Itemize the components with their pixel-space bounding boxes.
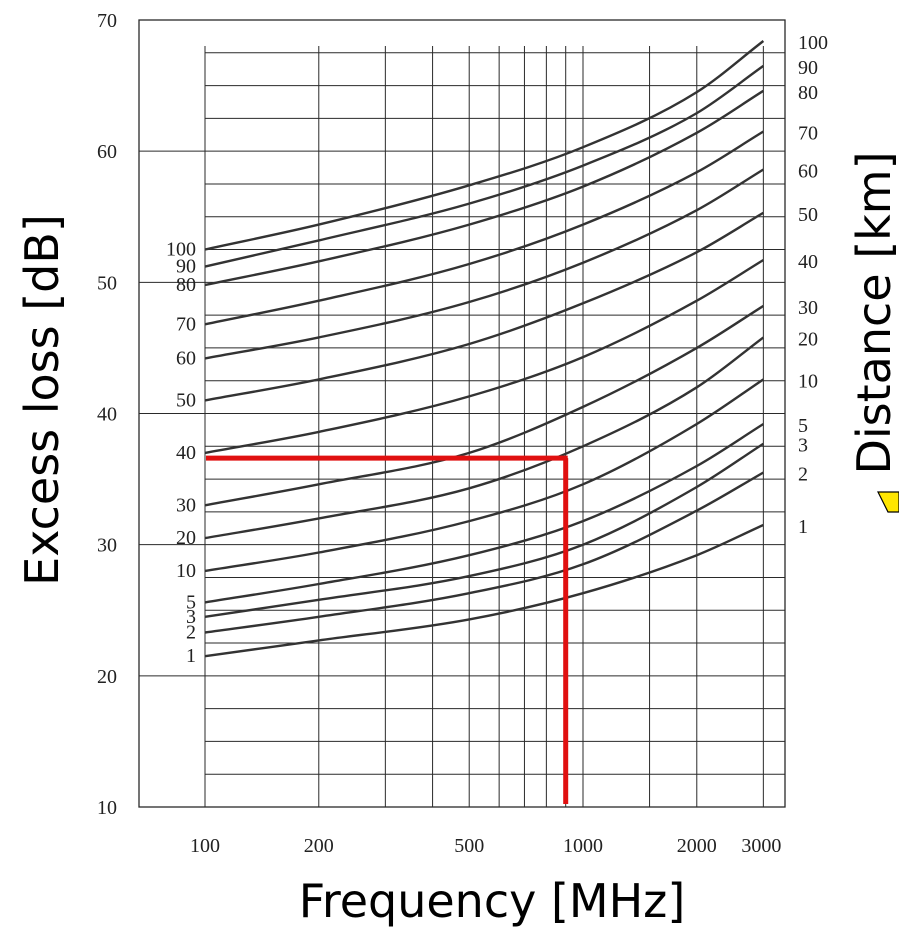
- curves: [204, 40, 765, 658]
- x-tick-label: 500: [454, 835, 484, 857]
- right-curve-label: 70: [798, 122, 818, 144]
- curve-70-km: [204, 130, 765, 326]
- left-curve-label: 2: [186, 622, 196, 644]
- curve-1-km: [204, 523, 764, 658]
- left-curve-label: 30: [176, 494, 196, 516]
- x-axis-label: Frequency [MHz]: [299, 874, 686, 927]
- marker: [206, 455, 569, 804]
- curve-40-km: [204, 258, 765, 455]
- curve-5-km: [204, 422, 765, 604]
- left-curve-label: 5: [186, 591, 196, 613]
- left-curve-label: 70: [176, 313, 196, 335]
- left-curve-label: 10: [176, 560, 196, 582]
- right-curve-label: 60: [798, 161, 818, 183]
- curve-60-km: [204, 168, 765, 360]
- left-curve-label: 40: [176, 442, 196, 464]
- right-curve-label: 10: [798, 370, 818, 392]
- left-curve-label: 90: [176, 256, 196, 278]
- x-tick-label: 1000: [563, 835, 603, 857]
- y-tick-label: 10: [97, 797, 117, 819]
- left-curve-label: 1: [186, 645, 196, 667]
- left-curve-label: 3: [186, 606, 196, 628]
- y-tick-label: 40: [97, 404, 117, 426]
- curve-100-km: [204, 40, 765, 251]
- left-curve-label: 60: [176, 347, 196, 369]
- y-axis-label-left: Excess loss [dB]: [15, 214, 69, 586]
- curve-90-km: [204, 64, 765, 268]
- right-curve-label: 3: [798, 435, 808, 457]
- curve-10-km: [204, 378, 765, 573]
- plot-frame: [138, 19, 786, 808]
- right-curve-label: 80: [798, 82, 818, 104]
- y-tick-label: 20: [97, 666, 117, 688]
- y-tick-label: 50: [97, 272, 117, 294]
- right-curve-label: 2: [798, 464, 808, 486]
- y-tick-label: 60: [97, 141, 117, 163]
- right-curve-label: 20: [798, 328, 818, 350]
- curve-30-km: [204, 304, 765, 507]
- left-curve-label: 100: [166, 239, 196, 261]
- curve-2-km: [204, 471, 764, 634]
- curve-20-km: [204, 336, 765, 540]
- x-tick-label: 200: [304, 835, 334, 857]
- y-tick-label: 70: [97, 10, 117, 32]
- yellow-pointer-icon: [877, 491, 899, 513]
- left-curve-label: 50: [176, 389, 196, 411]
- right-curve-label: 40: [798, 251, 818, 273]
- x-tick-label: 100: [190, 835, 220, 857]
- right-curve-label: 100: [798, 32, 828, 54]
- left-curve-label: 80: [176, 274, 196, 296]
- y-tick-label: 30: [97, 535, 117, 557]
- curve-3-km: [204, 442, 765, 618]
- y-axis-label-right: Distance [km]: [847, 151, 899, 474]
- right-curve-label: 90: [798, 57, 818, 79]
- x-tick-label: 2000: [677, 835, 717, 857]
- curve-80-km: [204, 89, 765, 287]
- curve-50-km: [204, 211, 765, 402]
- x-tick-label: 3000: [741, 835, 781, 857]
- right-curve-label: 30: [798, 297, 818, 319]
- grid: [139, 46, 785, 807]
- right-curve-label: 50: [798, 204, 818, 226]
- right-curve-label: 1: [798, 516, 808, 538]
- left-curve-label: 20: [176, 527, 196, 549]
- right-curve-label: 5: [798, 415, 808, 437]
